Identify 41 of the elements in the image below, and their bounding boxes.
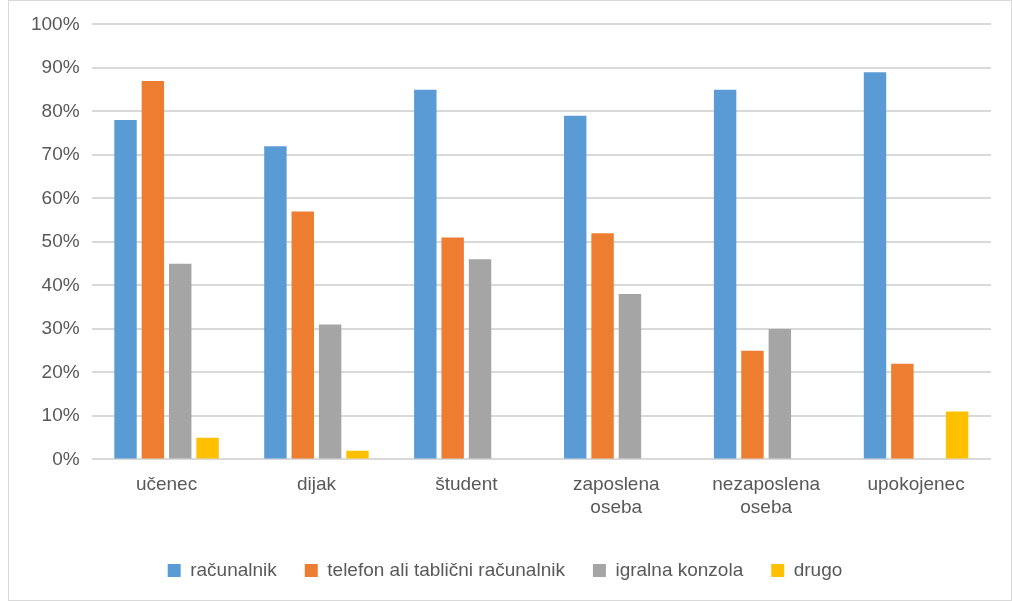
bar (264, 146, 287, 459)
y-tick-label: 20% (41, 360, 80, 382)
bar (196, 437, 219, 459)
bar (768, 328, 792, 459)
legend-label: telefon ali tablični računalnik (327, 558, 566, 580)
x-tick-label: zaposlena oseba (572, 473, 660, 517)
bar (291, 211, 314, 459)
bar (318, 324, 342, 459)
bar (169, 263, 192, 459)
legend-label: računalnik (190, 558, 278, 580)
y-tick-label: 100% (30, 12, 80, 34)
bar (141, 80, 165, 459)
y-tick-label: 70% (41, 143, 80, 165)
bar (741, 350, 764, 459)
bar (468, 259, 492, 459)
y-tick-label: 0% (52, 447, 80, 469)
x-tick-label: študent (435, 473, 499, 495)
legend-label: igralna konzola (615, 558, 744, 580)
x-tick-label: dijak (296, 473, 337, 495)
bar (618, 294, 642, 459)
x-tick-label: upokojenec (867, 473, 965, 495)
bar (414, 89, 437, 459)
y-tick-label: 80% (41, 99, 80, 121)
y-tick-label: 50% (41, 230, 80, 252)
y-tick-label: 60% (41, 186, 80, 208)
bar (564, 115, 587, 459)
y-tick-label: 40% (41, 273, 80, 295)
y-tick-label: 10% (41, 404, 80, 426)
y-tick-label: 30% (41, 317, 80, 339)
y-tick-label: 90% (41, 56, 80, 78)
bar (591, 233, 614, 459)
bar (863, 72, 887, 459)
bar (945, 411, 969, 459)
x-tick-label: nezaposlena oseba (712, 473, 821, 517)
bar (114, 120, 137, 459)
bar (346, 450, 369, 459)
legend-label: drugo (793, 558, 843, 580)
bar (441, 237, 464, 459)
x-tick-label: učenec (135, 473, 198, 495)
bar (713, 89, 737, 459)
bar (891, 363, 914, 459)
